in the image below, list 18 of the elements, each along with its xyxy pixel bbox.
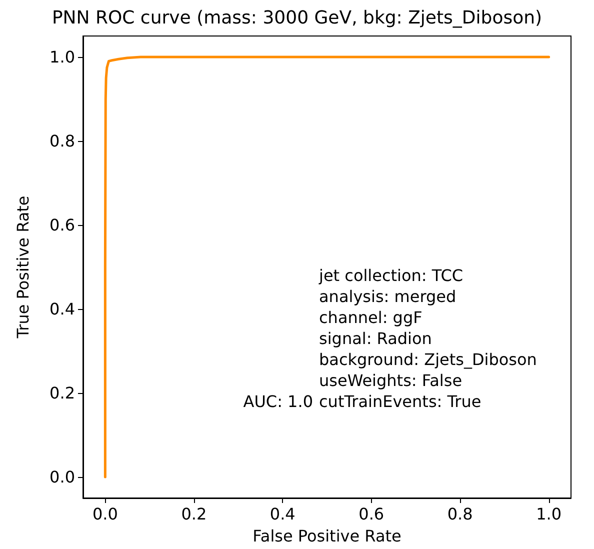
x-tick-label: 0.6 — [358, 504, 384, 524]
annotation: AUC: 1.0 — [243, 392, 313, 411]
x-axis-title: False Positive Rate — [252, 526, 402, 546]
y-tick-label: 0.0 — [50, 468, 75, 486]
y-tick-label: 0.6 — [50, 216, 75, 234]
x-tick-label: 0.8 — [447, 504, 473, 524]
y-tick-label: 1.0 — [50, 48, 75, 66]
y-tick-label: 0.4 — [50, 300, 75, 318]
chart-title: PNN ROC curve (mass: 3000 GeV, bkg: Zjets_Diboson) — [52, 8, 542, 28]
x-tick-label: 0.0 — [92, 504, 118, 524]
x-tick-label: 0.4 — [270, 504, 296, 524]
x-tick-label: 1.0 — [536, 504, 562, 524]
y-tick-label: 0.2 — [50, 384, 75, 402]
y-tick-label: 0.8 — [50, 132, 75, 150]
y-axis-title: True Positive Rate — [14, 196, 32, 340]
line-series — [104, 56, 550, 478]
x-tick-label: 0.2 — [181, 504, 207, 524]
annotation: jet collection: TCC analysis: merged channel: ggF signal: Radion background: Zjets_Diboson useWeights: False cutTrainEvents: True — [318, 266, 537, 411]
